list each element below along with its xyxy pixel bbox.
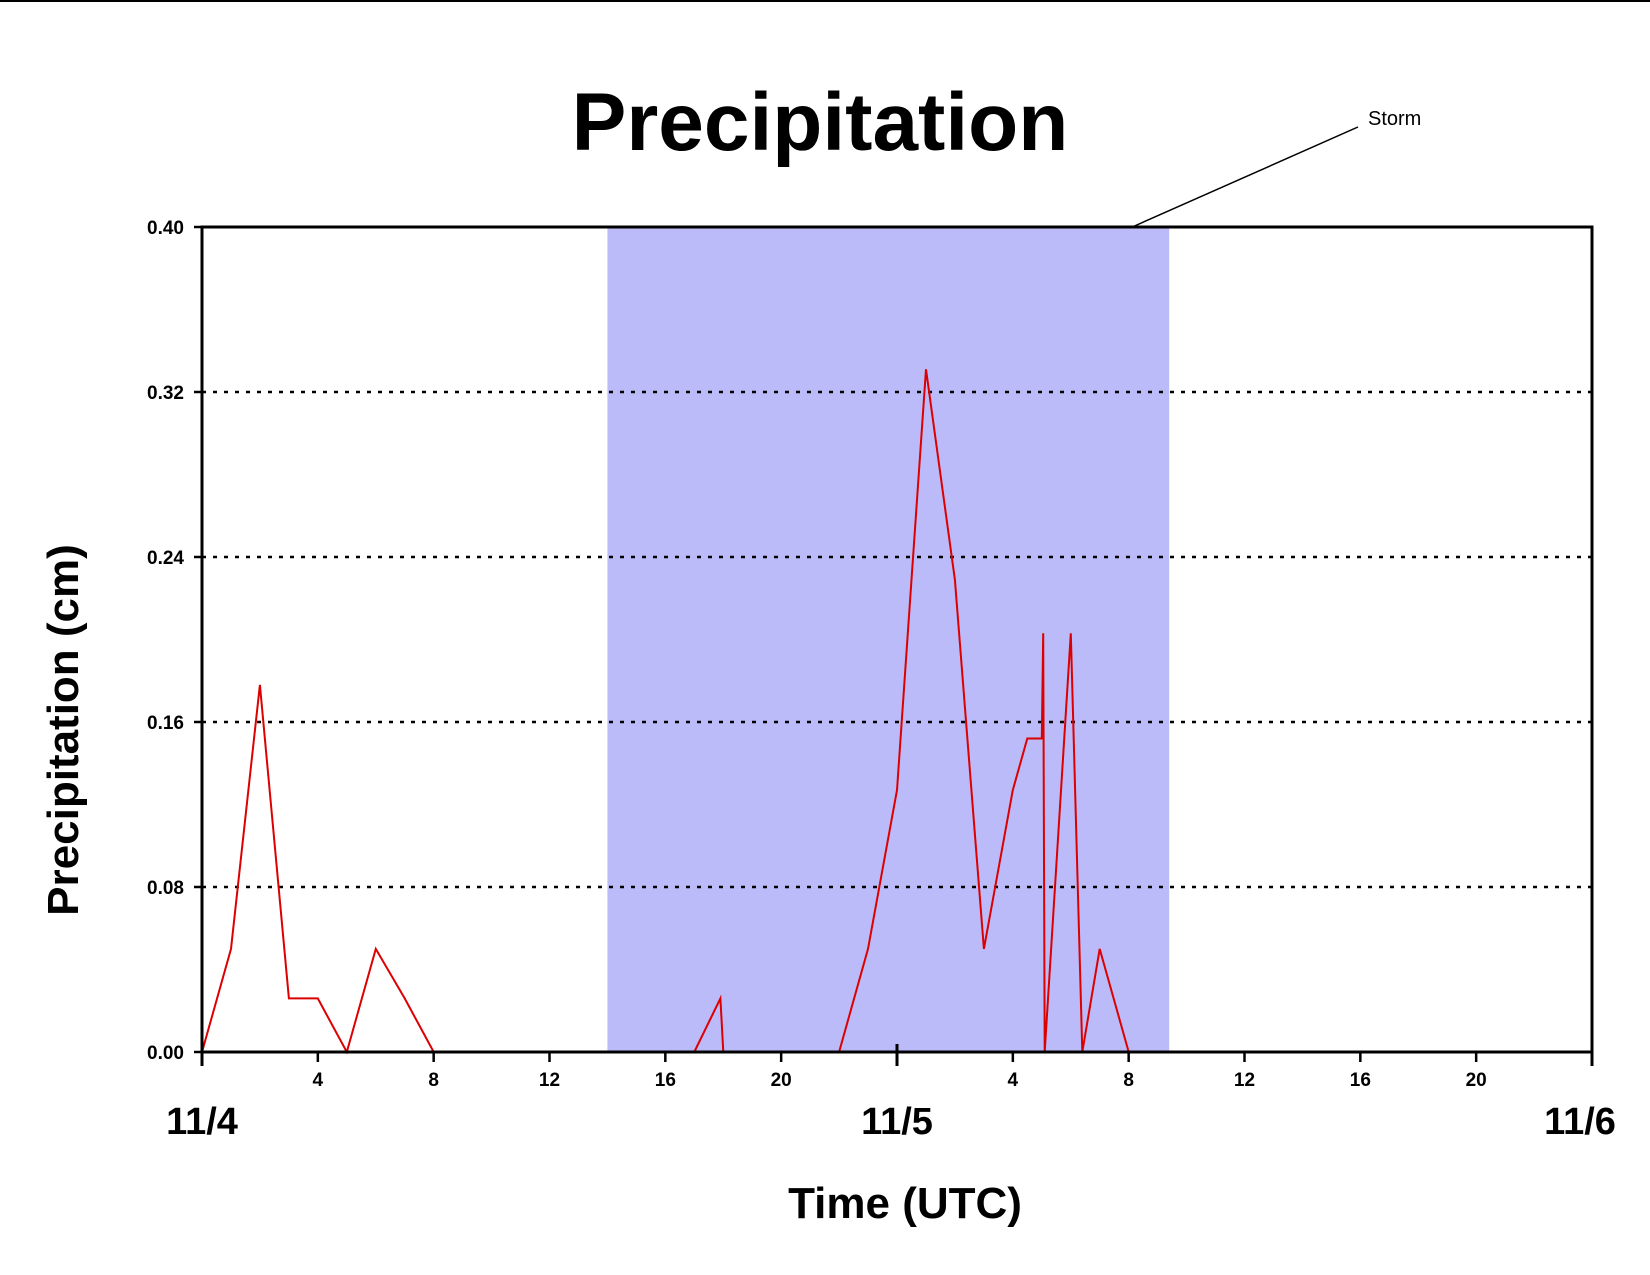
x-tick-label: 8 <box>1123 1070 1134 1091</box>
y-axis-title: Precipitation (cm) <box>39 544 88 916</box>
x-tick-label: 4 <box>313 1070 324 1091</box>
x-tick-label: 20 <box>771 1070 792 1091</box>
plot-area: 0.00 0.08 0.16 0.24 0.32 0.40 4 8 12 16 20 4 8 12 16 20… <box>147 218 1616 1143</box>
x-tick-label: 20 <box>1466 1070 1487 1091</box>
storm-shaded-region <box>607 227 1170 1052</box>
y-tick-label: 0.24 <box>147 548 184 569</box>
x-tick-label: 12 <box>539 1070 560 1091</box>
date-label: 11/4 <box>166 1101 238 1143</box>
x-tick-label: 16 <box>1350 1070 1371 1091</box>
x-tick-label: 12 <box>1234 1070 1255 1091</box>
date-label: 11/6 <box>1544 1101 1616 1143</box>
storm-annotation-leader-line <box>1129 126 1359 229</box>
y-tick-label: 0.40 <box>147 218 184 239</box>
date-label: 11/5 <box>861 1101 933 1143</box>
x-tick-label: 16 <box>655 1070 676 1091</box>
chart-title: Precipitation <box>572 77 1069 168</box>
x-tick-label: 8 <box>428 1070 439 1091</box>
y-tick-label: 0.08 <box>147 878 184 899</box>
x-tick-label: 4 <box>1008 1070 1019 1091</box>
x-axis-title: Time (UTC) <box>788 1179 1022 1228</box>
storm-annotation-label: Storm <box>1368 108 1421 130</box>
y-tick-label: 0.16 <box>147 713 184 734</box>
y-tick-label: 0.32 <box>147 383 184 404</box>
y-tick-label: 0.00 <box>147 1043 184 1064</box>
top-border-rule <box>0 0 1650 2</box>
